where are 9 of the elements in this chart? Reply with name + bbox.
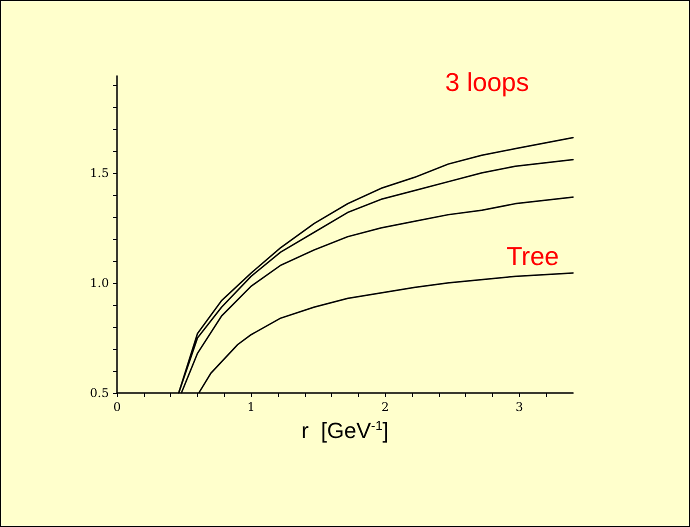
annotation: Tree: [506, 240, 560, 271]
x-tick-label: 2: [381, 400, 390, 414]
x-tick-label: 3: [516, 400, 524, 414]
y-tick-label: 0.5: [90, 386, 109, 400]
annotation: 3 loops: [445, 67, 530, 97]
x-tick-label: 0: [113, 400, 121, 414]
x-tick-label: 1: [247, 400, 255, 414]
y-tick-label: 1.0: [90, 276, 109, 290]
y-tick-label: 1.5: [90, 166, 109, 180]
